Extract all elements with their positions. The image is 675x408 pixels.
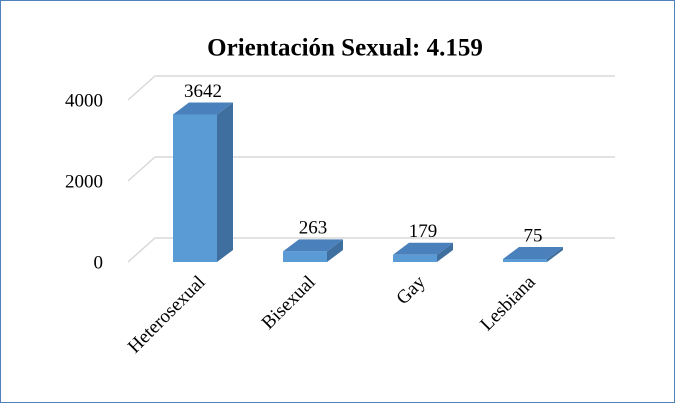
- grid-line: [127, 156, 615, 182]
- bar: [283, 239, 343, 262]
- bar-top: [173, 102, 233, 115]
- bar-top: [283, 239, 343, 252]
- value-label: 263: [299, 218, 328, 239]
- bar-front: [393, 254, 437, 262]
- grid-line: [127, 75, 615, 101]
- bar-side: [437, 242, 453, 262]
- y-tick-label: 4000: [65, 90, 103, 111]
- bar: [393, 242, 453, 262]
- bar-side: [547, 246, 563, 262]
- y-tick-label: 2000: [65, 171, 103, 192]
- bar-front: [283, 251, 327, 262]
- bar: [173, 102, 233, 263]
- bar-top: [503, 246, 563, 259]
- y-tick-label: 0: [94, 252, 104, 273]
- bar-top: [393, 242, 453, 255]
- value-label: 75: [524, 225, 543, 246]
- chart-title: Orientación Sexual: 4.159: [207, 35, 483, 62]
- value-label: 3642: [184, 81, 222, 102]
- bar: [503, 246, 563, 262]
- bar-front: [503, 258, 547, 262]
- bar-side: [217, 102, 233, 263]
- value-label: 179: [409, 221, 438, 242]
- bar-side: [327, 239, 343, 262]
- grid-line: [127, 237, 615, 263]
- bar-front: [173, 114, 217, 263]
